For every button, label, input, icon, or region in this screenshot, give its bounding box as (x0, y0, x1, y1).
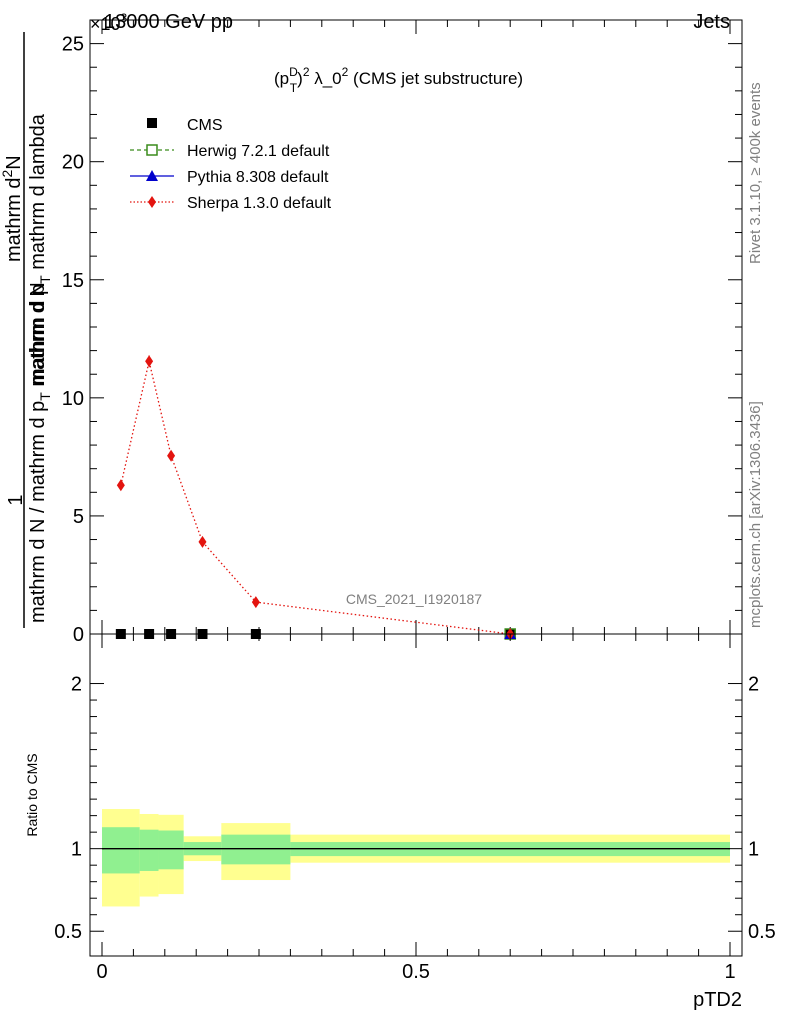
analysis-watermark: CMS_2021_I1920187 (346, 591, 482, 607)
legend: CMS Herwig 7.2.1 default Pythia 8.308 de… (130, 117, 332, 212)
ratio-plot-frame (89, 633, 743, 957)
legend-marker-cms (147, 118, 157, 128)
sherpa-point (145, 355, 154, 368)
sherpa-point (251, 596, 260, 609)
sherpa-point (198, 535, 207, 548)
ratio-band-inner (221, 834, 291, 865)
ratio-ytick-label-right: 0.5 (748, 921, 776, 943)
main-axis-ticks: 0 5 10 15 20 25 (62, 19, 742, 646)
header-right: Jets (693, 11, 730, 33)
ylabel-denominator: mathrm d N / mathrm d pT mathrm d N (27, 282, 53, 623)
ratio-ytick-label-right: 1 (748, 839, 759, 861)
exponent-value: 3 (121, 11, 128, 25)
legend-entry-herwig: Herwig 7.2.1 default (130, 143, 330, 160)
plot-title: (pD T)2 λ_02 (CMS jet substructure) (274, 65, 523, 95)
ylabel-one: 1 (5, 494, 27, 505)
mcplots-info: mcplots.cern.ch [arXiv:1306.3436] (747, 401, 764, 628)
legend-label-herwig: Herwig 7.2.1 default (187, 143, 330, 160)
ratio-xtick-label: 0 (96, 961, 107, 983)
ratio-ytick-label-left: 1 (71, 839, 82, 861)
ratio-bands (102, 809, 730, 907)
main-ytick-label: 25 (62, 34, 84, 56)
legend-entry-pythia: Pythia 8.308 default (130, 169, 329, 186)
ratio-xtick-label: 0.5 (402, 961, 430, 983)
legend-entry-cms: CMS (147, 117, 223, 134)
legend-label-cms: CMS (187, 117, 223, 134)
rivet-info: Rivet 3.1.10, ≥ 400k events (747, 82, 764, 264)
exponent-label: ×103 (90, 11, 128, 34)
ratio-ytick-label-left: 0.5 (54, 921, 82, 943)
legend-marker-sherpa (148, 196, 156, 208)
ratio-xtick-label: 1 (724, 961, 735, 983)
main-ytick-label: 5 (73, 506, 84, 528)
ratio-band-inner (139, 829, 159, 871)
ratio-band-inner (102, 827, 140, 874)
sherpa-point (167, 449, 176, 462)
ylabel-numerator-2: mathrm d pT mathrm d lambda (27, 113, 53, 385)
ratio-ytick-label-right: 2 (748, 674, 759, 696)
sherpa-point (116, 479, 125, 492)
ratio-ytick-label-left: 2 (71, 674, 82, 696)
ratio-axis-ticks: 0.5 0.5 1 1 2 2 0 0.5 1 (54, 634, 776, 983)
main-ytick-label: 20 (62, 152, 84, 174)
ratio-band-inner (158, 830, 184, 870)
legend-marker-pythia (146, 170, 158, 181)
main-ytick-label: 10 (62, 388, 84, 410)
main-ytick-label: 15 (62, 270, 84, 292)
main-plot-frame (89, 19, 743, 635)
main-y-axis-label: 1 mathrm d N / mathrm d pT mathrm d N ma… (0, 32, 53, 628)
ylabel-numerator: mathrm d2N (0, 155, 25, 262)
legend-marker-herwig (146, 144, 158, 156)
header-left: 13000 GeV pp (104, 11, 233, 33)
legend-label-sherpa: Sherpa 1.3.0 default (187, 195, 332, 212)
legend-label-pythia: Pythia 8.308 default (187, 169, 329, 186)
legend-entry-sherpa: Sherpa 1.3.0 default (130, 195, 332, 212)
x-axis-label: pTD2 (693, 989, 742, 1011)
ratio-y-axis-label: Ratio to CMS (24, 753, 40, 836)
main-ytick-label: 0 (73, 624, 84, 646)
